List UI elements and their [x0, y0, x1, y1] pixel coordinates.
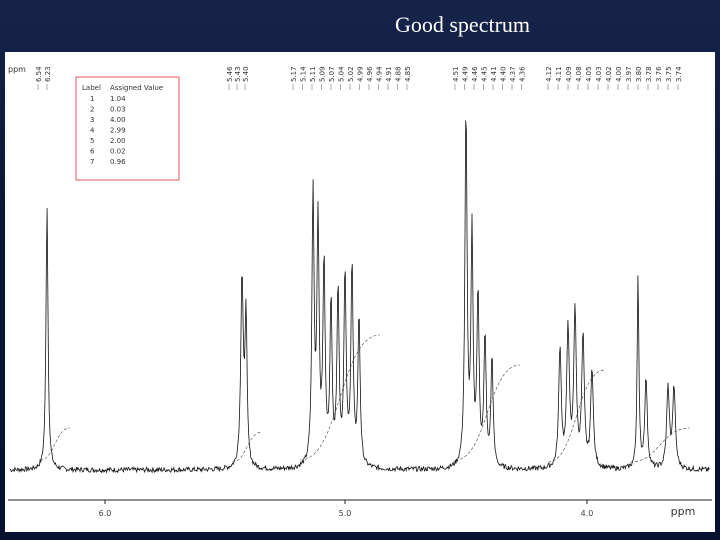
table-cell: 1	[90, 95, 94, 103]
peak-label: 4.09	[565, 66, 573, 82]
peak-label: 3.76	[655, 66, 663, 82]
table-cell: 3	[90, 116, 94, 124]
table-header: Label	[82, 84, 101, 92]
peak-label: 3.78	[645, 66, 653, 82]
peak-label: 5.04	[338, 66, 346, 82]
peak-label: 3.74	[675, 66, 683, 82]
integral-curve	[231, 431, 263, 463]
y-axis-label: ppm	[8, 65, 26, 74]
table-cell: 0.96	[110, 158, 126, 166]
peak-label: 5.14	[300, 66, 308, 82]
integral-table	[75, 76, 180, 181]
peak-label: 3.80	[635, 66, 643, 82]
peak-label: 4.02	[605, 66, 613, 82]
integral-curve	[299, 334, 381, 461]
table-cell: 2.99	[110, 127, 126, 135]
peak-label: 4.46	[471, 66, 479, 82]
peak-label: 5.43	[234, 66, 242, 82]
peak-label: 6.54	[35, 66, 43, 82]
peak-label: 4.40	[500, 66, 508, 82]
peak-label: 5.46	[226, 66, 234, 82]
table-cell: 2	[90, 106, 94, 114]
peak-label: 4.49	[462, 66, 470, 82]
peak-label: 4.51	[452, 66, 460, 82]
peak-label: 4.99	[357, 66, 365, 82]
table-cell: 5	[90, 137, 94, 145]
peak-label: 5.17	[290, 66, 298, 82]
table-cell: 4.00	[110, 116, 126, 124]
table-cell: 6	[90, 148, 95, 156]
peak-label: 4.11	[555, 66, 563, 82]
table-cell: 1.04	[110, 95, 126, 103]
peak-label: 3.75	[665, 66, 673, 82]
peak-label: 5.02	[347, 66, 355, 82]
peak-label: 4.05	[585, 66, 593, 82]
x-tick-label: 4.0	[581, 509, 594, 518]
peak-label: 4.08	[575, 66, 583, 82]
integral-curve	[454, 364, 521, 461]
peak-label: 4.37	[509, 66, 517, 82]
peak-label: 6.23	[44, 66, 52, 82]
peak-label: 5.40	[242, 66, 250, 82]
table-cell: 0.03	[110, 106, 126, 114]
table-header: Assigned Value	[110, 84, 163, 92]
table-cell: 0.02	[110, 148, 126, 156]
peak-label: 3.97	[625, 66, 633, 82]
peak-label: 4.36	[519, 66, 527, 82]
x-tick-label: 6.0	[99, 509, 112, 518]
peak-label: 5.09	[319, 66, 327, 82]
peak-label: 4.94	[376, 66, 384, 82]
peak-label: 5.07	[328, 66, 336, 82]
integral-curve	[547, 369, 606, 463]
peak-label: 4.41	[490, 66, 498, 82]
table-cell: 2.00	[110, 137, 126, 145]
table-cell: 4	[90, 127, 95, 135]
slide-title: Good spectrum	[394, 12, 531, 37]
table-cell: 7	[90, 158, 94, 166]
peak-label: 5.11	[309, 66, 317, 82]
peak-label: 4.12	[545, 66, 553, 82]
x-tick-label: 5.0	[339, 509, 352, 518]
integral-curve	[629, 427, 691, 463]
peak-label: 4.88	[395, 66, 403, 82]
peak-label: 4.00	[615, 66, 623, 82]
spectrum-trace	[9, 120, 710, 474]
peak-label: 4.85	[404, 66, 412, 82]
x-axis-label: ppm	[671, 505, 696, 518]
peak-label: 4.03	[595, 66, 603, 82]
peak-label: 4.96	[366, 66, 374, 82]
peak-label: 4.45	[481, 66, 489, 82]
peak-label: 4.91	[385, 66, 393, 82]
